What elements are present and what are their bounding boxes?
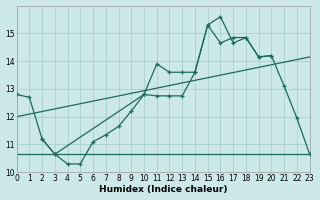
X-axis label: Humidex (Indice chaleur): Humidex (Indice chaleur) (99, 185, 227, 194)
